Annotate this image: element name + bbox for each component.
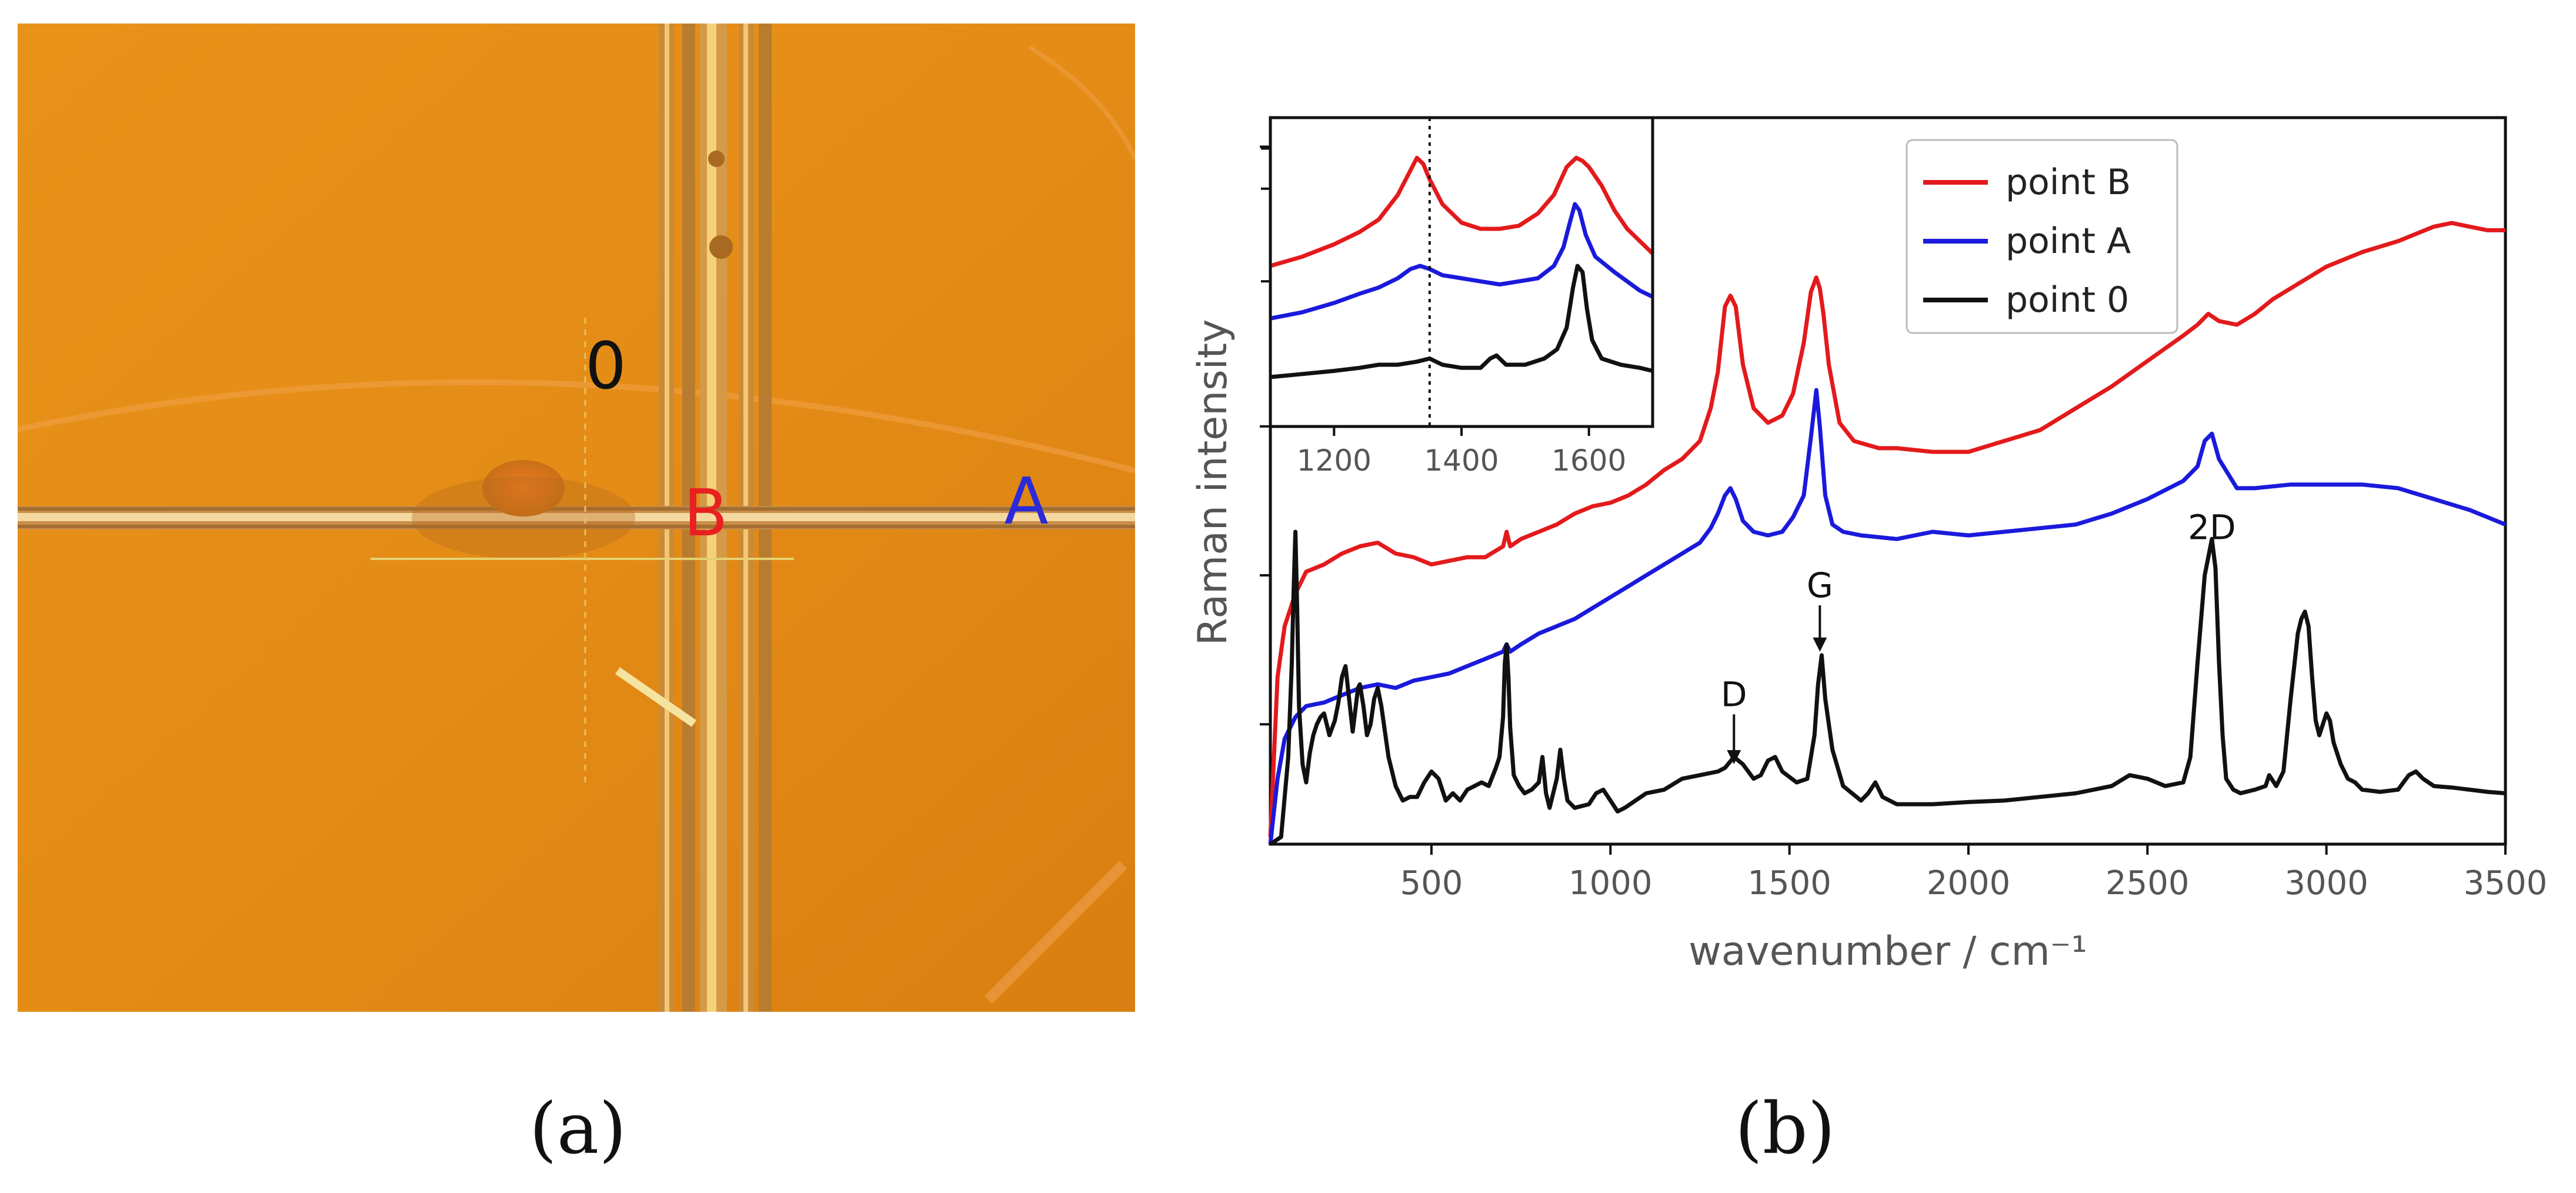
raman-chart: 500 1000 1500 2000 2500 3000 3500 D G 2D Raman i… — [1190, 116, 2548, 975]
legend-box — [1906, 139, 2178, 334]
series-line-point-b — [1268, 221, 2505, 837]
legend-label: point A — [2006, 221, 2131, 262]
inset-series-line-point-a — [1270, 202, 1654, 321]
x-tick-label: 2500 — [2105, 864, 2190, 902]
inset-x-tick-label: 1200 — [1297, 444, 1372, 478]
x-tick-label: 1500 — [1747, 864, 1831, 902]
point-a-label: A — [1004, 464, 1048, 539]
x-tick-label: 1000 — [1569, 864, 1653, 902]
horizontal-wire — [18, 318, 1135, 788]
panel-b-caption: (b) — [1735, 1088, 1836, 1170]
series-line-point-0 — [1269, 529, 2506, 846]
x-tick-label: 500 — [1400, 864, 1463, 902]
x-tick-label: 3000 — [2284, 864, 2368, 902]
panel-a-caption: (a) — [529, 1088, 627, 1170]
y-axis-label: Raman intensity — [1190, 319, 1236, 646]
inset-x-tick-label: 1600 — [1551, 444, 1626, 478]
peak-label-d: D — [1721, 674, 1747, 714]
peak-label-g: G — [1807, 565, 1833, 605]
inset-x-tick-label: 1400 — [1424, 444, 1499, 478]
x-tick-label: 3500 — [2464, 864, 2548, 902]
inset-series-line-point-b — [1270, 155, 1654, 268]
peak-arrow-head — [1727, 750, 1741, 765]
point-0-label: 0 — [585, 328, 626, 404]
scratch-mark — [984, 861, 1127, 1004]
x-axis-label: wavenumber / cm⁻¹ — [1689, 928, 2087, 975]
x-tick-label: 2000 — [1927, 864, 2011, 902]
legend-label: point 0 — [2006, 279, 2129, 321]
substrate-edge-arc — [18, 379, 1135, 474]
series-line-point-a — [1268, 388, 2507, 845]
legend-label: point B — [2006, 162, 2131, 203]
inset-series-line-point-0 — [1270, 264, 1653, 379]
peak-label-2d: 2D — [2188, 507, 2236, 547]
micrograph-panel: 0 B A — [18, 24, 1135, 1012]
inset-plot-area: 1200 1400 1600 — [1261, 116, 1654, 478]
peak-arrow-head — [1813, 637, 1827, 652]
substrate-edge-arc-corner — [1027, 45, 1135, 160]
main-plot-area: 500 1000 1500 2000 2500 3000 3500 D G 2D — [1260, 116, 2548, 902]
main-plot-frame — [1269, 116, 2507, 846]
inset-background — [1270, 118, 1653, 426]
legend: point B point A point 0 — [1906, 139, 2178, 334]
point-b-label: B — [683, 475, 728, 551]
